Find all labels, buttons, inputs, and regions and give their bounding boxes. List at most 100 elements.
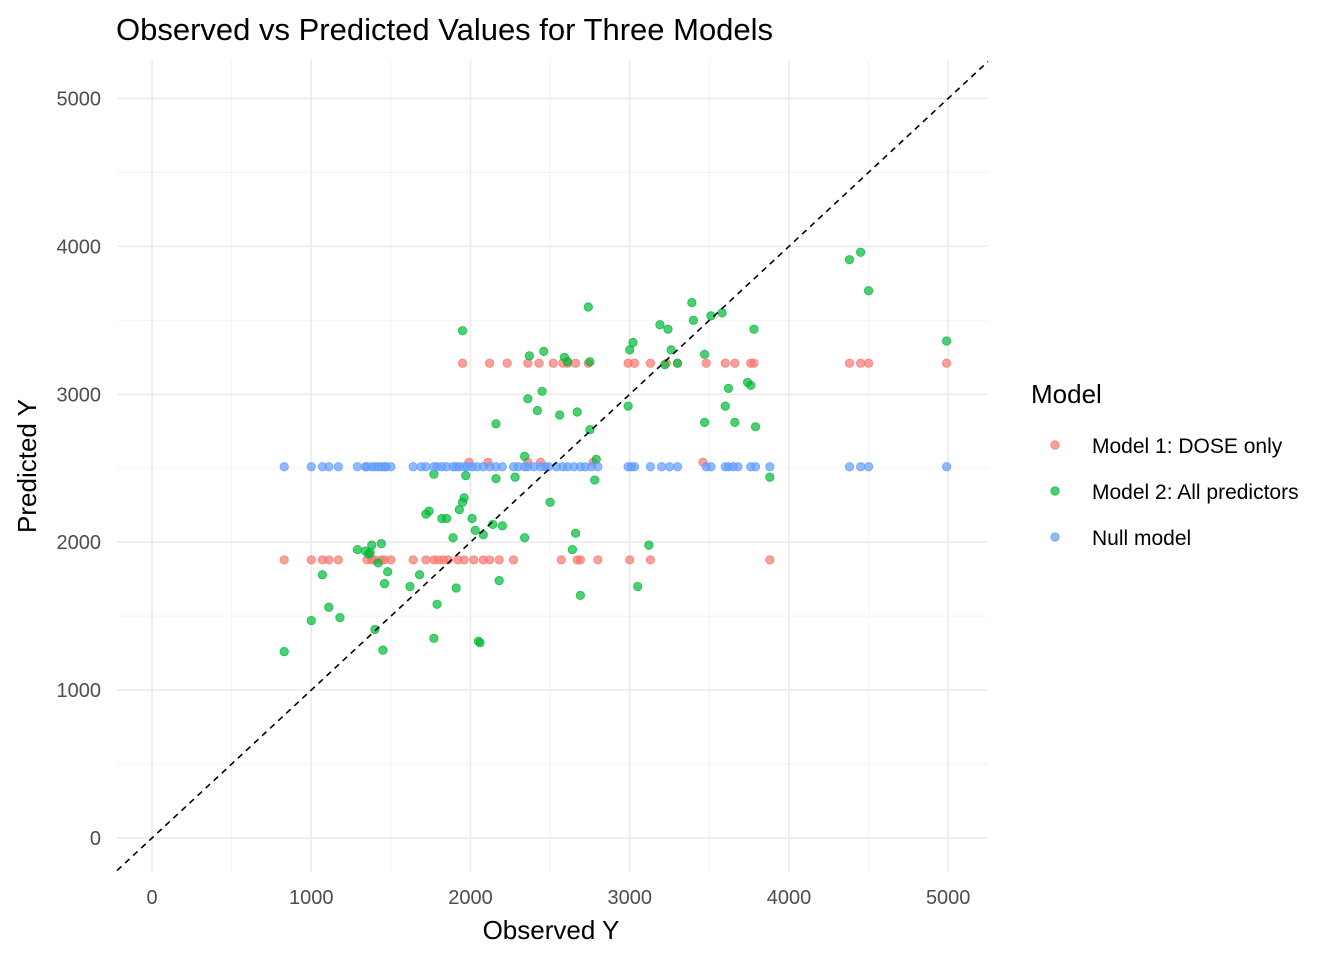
y-tick-label: 3000 — [57, 384, 102, 406]
data-point — [593, 555, 603, 565]
legend-label: Null model — [1092, 527, 1191, 550]
data-point — [537, 386, 547, 396]
legend-title: Model — [1031, 379, 1102, 409]
data-point — [473, 636, 484, 646]
data-point — [502, 358, 512, 368]
data-point — [844, 358, 855, 368]
data-point — [556, 555, 566, 565]
data-point — [644, 540, 654, 550]
data-point — [941, 462, 952, 472]
data-point — [591, 454, 601, 464]
data-point — [645, 358, 656, 368]
data-point — [508, 555, 519, 565]
data-point — [469, 555, 479, 565]
data-points — [279, 247, 952, 657]
data-point — [279, 647, 289, 657]
tick-labels: 0 1000 2000 3000 4000 5000 0 1000 2000 3000 4000 50… — [57, 88, 971, 909]
data-point — [370, 624, 380, 635]
data-point — [593, 462, 603, 472]
data-point — [720, 358, 730, 368]
data-point — [451, 583, 461, 593]
data-point — [717, 308, 727, 318]
data-point — [494, 555, 504, 565]
data-point — [863, 358, 874, 368]
data-point — [414, 570, 425, 580]
data-point — [510, 472, 520, 482]
data-point — [421, 462, 431, 472]
data-point — [408, 555, 418, 565]
data-point — [701, 358, 711, 368]
x-tick-label: 3000 — [607, 887, 652, 909]
data-point — [491, 473, 501, 484]
data-point — [443, 555, 453, 565]
data-point — [863, 286, 874, 296]
data-point — [765, 555, 775, 565]
x-tick-label: 4000 — [767, 887, 812, 909]
data-point — [279, 462, 289, 472]
data-point — [572, 407, 582, 417]
data-point — [448, 533, 458, 543]
data-point — [352, 544, 363, 555]
identity-reference-line — [116, 60, 989, 872]
data-point — [856, 462, 866, 472]
data-point — [534, 358, 544, 368]
data-point — [583, 302, 593, 312]
data-point — [520, 533, 530, 543]
data-point — [497, 462, 507, 472]
data-point — [941, 358, 952, 368]
data-point — [520, 451, 530, 461]
data-point — [672, 462, 683, 472]
series-2 — [279, 247, 952, 657]
data-point — [478, 530, 488, 540]
data-point — [324, 555, 334, 565]
data-point — [491, 419, 501, 429]
data-point — [459, 493, 469, 503]
legend-label: Model 2: All predictors — [1092, 481, 1299, 504]
reference-line-layer — [116, 60, 989, 872]
data-point — [749, 324, 759, 334]
data-point — [660, 360, 670, 370]
x-axis-title: Observed Y — [483, 915, 620, 945]
data-point — [539, 346, 549, 356]
data-point — [306, 555, 316, 565]
data-point — [844, 255, 855, 265]
data-point — [590, 475, 600, 485]
data-point — [567, 544, 578, 555]
data-point — [545, 497, 555, 507]
data-point — [844, 462, 855, 472]
data-point — [306, 462, 316, 472]
data-point — [532, 405, 542, 416]
data-point — [317, 570, 328, 580]
data-point — [376, 539, 386, 549]
data-point — [432, 599, 442, 609]
data-point — [655, 320, 665, 330]
data-point — [442, 513, 452, 524]
data-point — [485, 358, 495, 368]
chart-title: Observed vs Predicted Values for Three M… — [116, 12, 773, 47]
data-point — [856, 358, 866, 368]
data-point — [628, 337, 638, 348]
y-tick-label: 4000 — [57, 236, 102, 258]
legend-swatch — [1050, 440, 1060, 450]
data-point — [386, 555, 396, 565]
data-point — [625, 555, 635, 565]
data-point — [485, 555, 495, 565]
data-point — [699, 417, 710, 427]
data-point — [672, 358, 683, 368]
data-point — [856, 247, 866, 257]
data-point — [548, 358, 558, 368]
data-point — [730, 358, 740, 368]
data-point — [424, 506, 434, 516]
data-point — [470, 525, 480, 535]
data-point — [365, 547, 375, 558]
data-point — [333, 462, 343, 472]
data-point — [750, 462, 761, 472]
data-point — [324, 602, 334, 612]
data-point — [863, 462, 874, 472]
data-point — [524, 351, 535, 361]
x-tick-label: 2000 — [448, 887, 493, 909]
data-point — [570, 528, 581, 538]
data-point — [733, 462, 743, 472]
data-point — [575, 590, 585, 601]
data-point — [279, 555, 289, 565]
